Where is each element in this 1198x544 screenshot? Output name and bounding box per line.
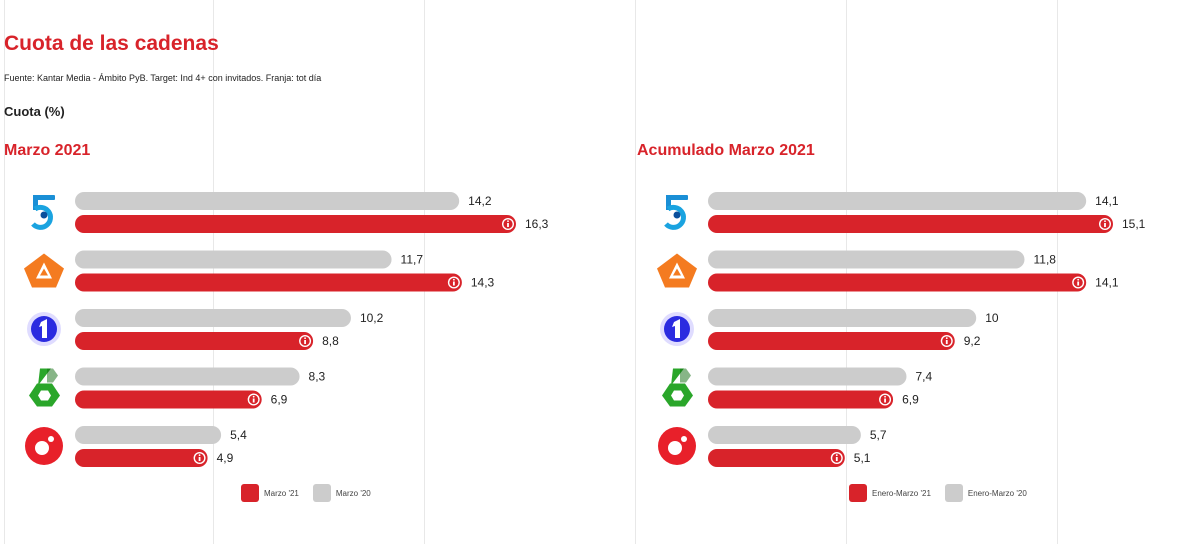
- info-icon[interactable]: [879, 393, 892, 406]
- gridline: [424, 0, 425, 544]
- chart-legend: Marzo '21 Marzo '20: [241, 484, 385, 502]
- antena3-logo-icon: [657, 253, 697, 288]
- bar-value-label: 5,4: [230, 428, 247, 442]
- info-icon[interactable]: [502, 218, 514, 230]
- lasexta-logo-icon: [29, 368, 60, 407]
- bar-value-label: 8,3: [309, 370, 326, 384]
- cuatro-logo-icon: [25, 427, 63, 465]
- info-icon[interactable]: [447, 276, 460, 289]
- bar-value-label: 6,9: [271, 393, 288, 407]
- chart-title: Acumulado Marzo 2021: [637, 142, 815, 159]
- bar-value-label: 8,8: [322, 334, 339, 348]
- antena3-logo-icon: [24, 253, 64, 288]
- chart-legend: Enero-Marzo '21 Enero-Marzo '20: [849, 484, 1041, 502]
- info-icon[interactable]: [193, 452, 206, 464]
- bar-previous: [75, 367, 300, 386]
- bar-current: [708, 390, 894, 409]
- bar-value-label: 4,9: [217, 451, 234, 465]
- bar-value-label: 15,1: [1122, 217, 1146, 231]
- bar-current: [75, 332, 314, 350]
- bar-value-label: 14,1: [1095, 276, 1119, 290]
- chart-title: Marzo 2021: [4, 142, 91, 159]
- telecinco-5-logo-icon: [31, 195, 55, 230]
- bar-value-label: 7,4: [915, 370, 932, 384]
- legend-label-previous: Enero-Marzo '20: [967, 488, 1027, 498]
- legend-label-current: Marzo '21: [264, 488, 299, 498]
- source-note: Fuente: Kantar Media - Ámbito PyB. Targe…: [4, 73, 322, 83]
- bar-value-label: 14,1: [1095, 194, 1119, 208]
- la1-logo-icon: [27, 312, 61, 346]
- bar-previous: [75, 250, 392, 269]
- chart-panel-acumulado: Acumulado Marzo 2021 14,1 15,1 11,8 14,1 10 9…: [599, 0, 1198, 544]
- bar-current: [708, 449, 845, 467]
- bar-previous: [75, 192, 460, 210]
- info-icon[interactable]: [940, 335, 953, 347]
- gridline: [635, 0, 636, 544]
- legend-label-current: Enero-Marzo '21: [872, 488, 931, 498]
- bar-value-label: 5,7: [870, 428, 887, 442]
- legend-swatch-previous: [312, 484, 331, 502]
- legend-swatch-previous: [944, 484, 963, 502]
- legend-item-current: Marzo '21: [241, 484, 299, 502]
- legend-item-previous: Enero-Marzo '20: [944, 484, 1027, 502]
- bar-previous: [708, 367, 907, 386]
- bar-value-label: 10,2: [360, 311, 384, 325]
- bar-value-label: 16,3: [525, 217, 549, 231]
- info-icon[interactable]: [299, 335, 312, 347]
- bar-previous: [708, 426, 861, 444]
- bar-value-label: 11,7: [401, 253, 424, 267]
- bar-previous: [708, 309, 977, 327]
- bar-previous: [75, 309, 351, 327]
- info-icon[interactable]: [247, 393, 260, 406]
- legend-item-previous: Marzo '20: [312, 484, 371, 502]
- bar-previous: [708, 192, 1087, 210]
- page-title: Cuota de las cadenas: [4, 32, 219, 55]
- legend-label-previous: Marzo '20: [335, 488, 371, 498]
- gridline: [1057, 0, 1058, 544]
- bar-value-label: 6,9: [902, 393, 919, 407]
- info-icon[interactable]: [830, 452, 843, 464]
- bar-value-label: 11,8: [1033, 253, 1056, 267]
- bar-current: [75, 273, 462, 292]
- chart-panel-marzo: Marzo 2021 14,2 16,3 11,7 14,3 10,2 8,8 8,3 6,9…: [4, 142, 549, 502]
- info-icon[interactable]: [1072, 276, 1085, 289]
- bar-previous: [708, 250, 1025, 269]
- legend-swatch-current: [241, 484, 259, 502]
- la1-logo-icon: [660, 312, 694, 346]
- bar-value-label: 14,2: [468, 194, 492, 208]
- bar-value-label: 14,3: [471, 276, 495, 290]
- gridline: [213, 0, 214, 544]
- gridline: [846, 0, 847, 544]
- bar-value-label: 5,1: [854, 451, 871, 465]
- bar-current: [708, 332, 955, 350]
- bar-previous: [75, 426, 222, 444]
- metric-label: Cuota (%): [4, 104, 65, 119]
- telecinco-5-logo-icon: [664, 195, 688, 230]
- bar-current: [708, 273, 1087, 292]
- bar-current: [708, 215, 1113, 233]
- bar-value-label: 9,2: [964, 334, 981, 348]
- gridline: [4, 0, 5, 544]
- legend-item-current: Enero-Marzo '21: [849, 484, 931, 502]
- bar-value-label: 10: [985, 311, 999, 325]
- info-icon[interactable]: [1099, 218, 1111, 230]
- cuatro-logo-icon: [658, 427, 696, 465]
- bar-current: [75, 215, 516, 233]
- bar-chart-marzo: 14,2 16,3 11,7 14,3 10,2 8,8 8,3 6,9 5,4 4,9: [24, 192, 549, 467]
- legend-swatch-current: [849, 484, 867, 502]
- bar-current: [75, 390, 262, 409]
- bar-current: [75, 449, 208, 467]
- lasexta-logo-icon: [662, 368, 693, 407]
